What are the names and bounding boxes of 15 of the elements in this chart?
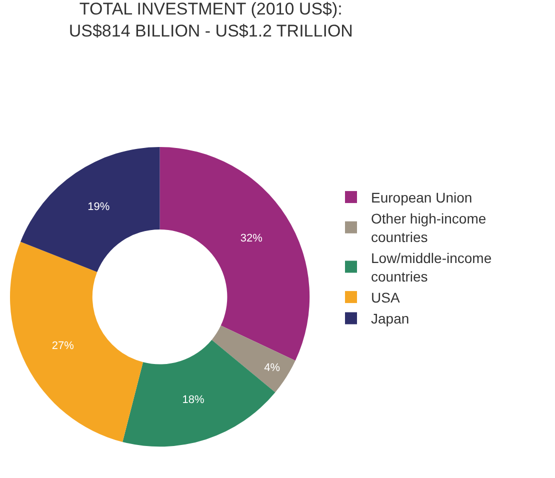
legend-label: Japan	[371, 310, 410, 327]
chart-title: TOTAL INVESTMENT (2010 US$): US$814 BILLION - US$1.2 TRILLION	[68, 0, 353, 40]
data-label: 27%	[52, 340, 74, 352]
data-label: 19%	[88, 201, 110, 214]
donut-slice	[212, 326, 296, 392]
legend-label: Other high-income countries	[371, 210, 486, 245]
donut-slice	[160, 147, 310, 361]
legend-label: European Union	[371, 190, 472, 206]
data-label: 18%	[182, 394, 204, 406]
donut-slice	[20, 147, 160, 272]
legend-label: USA	[371, 290, 400, 306]
legend-label: Low/middle-income countries	[371, 250, 492, 284]
data-label: 4%	[264, 362, 280, 374]
donut-slice	[10, 242, 144, 442]
data-label: 32%	[240, 232, 263, 245]
